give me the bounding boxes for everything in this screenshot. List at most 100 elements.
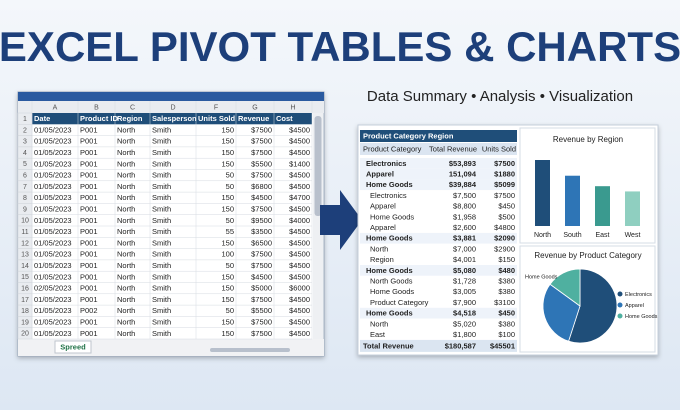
cell: P001 xyxy=(80,238,98,247)
column-letter: A xyxy=(53,104,58,111)
cell: P001 xyxy=(80,193,98,202)
column-letter: C xyxy=(130,104,135,111)
cell: 01/05/2023 xyxy=(34,148,72,157)
cell: Smith xyxy=(152,148,171,157)
row-number: 14 xyxy=(21,263,29,270)
cell: North xyxy=(117,193,135,202)
cell: North xyxy=(117,238,135,247)
pivot-revenue: $53,893 xyxy=(449,159,476,168)
pivot-label: North xyxy=(370,244,388,253)
cell: P001 xyxy=(80,295,98,304)
pivot-label: Electronics xyxy=(370,191,407,200)
pivot-label: Apparel xyxy=(370,202,396,211)
cell: P001 xyxy=(80,205,98,214)
cell: $5500 xyxy=(251,159,272,168)
pivot-total-bg xyxy=(360,339,517,352)
pivot-label: Apparel xyxy=(370,223,396,232)
cell: North xyxy=(117,182,135,191)
pivot-group-bg xyxy=(360,168,517,180)
cell: $5000 xyxy=(251,284,272,293)
cell: $7500 xyxy=(251,329,272,338)
pivot-units: $3100 xyxy=(494,298,515,307)
cell: $7500 xyxy=(251,171,272,180)
cell: 50 xyxy=(226,182,234,191)
cell: Smith xyxy=(152,193,171,202)
cell: 01/05/2023 xyxy=(34,182,72,191)
pivot-revenue: $7,900 xyxy=(453,298,476,307)
bar xyxy=(535,160,550,226)
header-cell: Product ID xyxy=(80,114,119,123)
cell: Smith xyxy=(152,227,171,236)
bar xyxy=(565,175,580,226)
scrollbar[interactable] xyxy=(313,113,323,339)
pivot-column: Units Sold xyxy=(482,144,516,153)
cell: P001 xyxy=(80,261,98,270)
cell: P002 xyxy=(80,306,98,315)
cell: 150 xyxy=(221,148,234,157)
pivot-units: $450 xyxy=(498,202,515,211)
sheet-tab-label[interactable]: Spreed xyxy=(60,342,86,351)
h-scroll[interactable] xyxy=(210,348,290,352)
cell: 01/05/2023 xyxy=(34,227,72,236)
row-number: 20 xyxy=(21,331,29,338)
header-row xyxy=(32,113,312,125)
cell: Smith xyxy=(152,159,171,168)
cell: 01/05/2023 xyxy=(34,272,72,281)
scroll-thumb[interactable] xyxy=(314,116,322,216)
cell: P001 xyxy=(80,159,98,168)
cell: 150 xyxy=(221,193,234,202)
cell: Smith xyxy=(152,250,171,259)
row-number: 18 xyxy=(21,308,29,315)
cell: North xyxy=(117,148,135,157)
cell: Smith xyxy=(152,182,171,191)
column-letter: B xyxy=(94,104,99,111)
column-letter: F xyxy=(214,104,218,111)
cell: 50 xyxy=(226,171,234,180)
pivot-header-text: Product Category xyxy=(363,131,427,140)
pivot-units: $380 xyxy=(498,319,515,328)
cell: $9500 xyxy=(251,216,272,225)
cell: 01/05/2023 xyxy=(34,125,72,134)
cell: $7500 xyxy=(251,148,272,157)
pivot-revenue: $4,001 xyxy=(453,255,476,264)
cell: Smith xyxy=(152,318,171,327)
cell: $4500 xyxy=(289,148,310,157)
cell: Smith xyxy=(152,295,171,304)
pivot-units: $150 xyxy=(498,255,515,264)
cell: Smith xyxy=(152,171,171,180)
cell: 01/05/2023 xyxy=(34,205,72,214)
pivot-units: $380 xyxy=(498,287,515,296)
pivot-label: North Goods xyxy=(370,277,413,286)
pivot-total-units: $45501 xyxy=(490,341,515,350)
cell: $4500 xyxy=(289,329,310,338)
pivot-label: Home Goods xyxy=(370,212,414,221)
pivot-group-bg xyxy=(360,232,517,244)
cell: Smith xyxy=(152,329,171,338)
pivot-revenue: $1,728 xyxy=(453,277,476,286)
cell: $4500 xyxy=(289,125,310,134)
pivot-columns xyxy=(360,143,517,155)
cell: 01/05/2023 xyxy=(34,318,72,327)
row-number: 6 xyxy=(23,172,27,179)
cell: 55 xyxy=(226,227,234,236)
cell: Smith xyxy=(152,216,171,225)
cell: 150 xyxy=(221,238,234,247)
pie-slice xyxy=(568,268,618,344)
cell: $4500 xyxy=(289,171,310,180)
column-letter: G xyxy=(252,104,257,111)
pivot-revenue: $7,500 xyxy=(453,191,476,200)
cell: $4500 xyxy=(289,238,310,247)
pivot-group-bg xyxy=(360,158,517,169)
pivot-units: $7500 xyxy=(494,159,515,168)
pivot-units: $480 xyxy=(498,266,515,275)
pivot-group-bg xyxy=(360,179,517,191)
row-number: 4 xyxy=(23,150,27,157)
pivot-header-text: Region xyxy=(428,131,454,140)
pivot-label: Apparel xyxy=(366,170,394,179)
cell: $4500 xyxy=(289,318,310,327)
sheet-tab[interactable] xyxy=(54,340,92,354)
pivot-label: Home Goods xyxy=(366,234,413,243)
cell: P001 xyxy=(80,148,98,157)
cell: P001 xyxy=(80,227,98,236)
